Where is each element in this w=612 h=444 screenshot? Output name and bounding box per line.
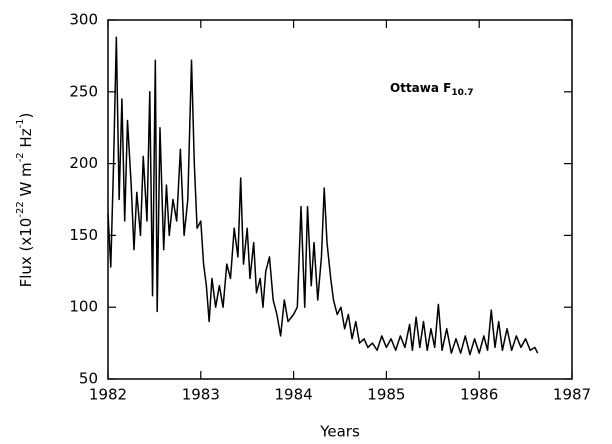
plot-frame bbox=[107, 19, 573, 380]
y-tick-label: 150 bbox=[69, 226, 98, 244]
x-tick-label: 1987 bbox=[553, 386, 591, 404]
y-axis-label: Flux (x10-22 W m-2 Hz-1) bbox=[15, 113, 35, 288]
x-tick-label: 1986 bbox=[460, 386, 498, 404]
y-axis-label-part: Hz bbox=[17, 128, 35, 152]
y-axis-label-part: -22 bbox=[15, 201, 26, 217]
x-axis-label: Years bbox=[319, 423, 360, 441]
x-tick-label: 1985 bbox=[367, 386, 405, 404]
y-axis-label-part: ) bbox=[17, 113, 35, 119]
y-tick-label: 300 bbox=[69, 11, 98, 29]
annotation: Ottawa F10.7 bbox=[390, 81, 474, 98]
y-axis-label-part: W m bbox=[17, 162, 35, 201]
y-axis-label-part: Flux (x10 bbox=[17, 218, 35, 288]
y-axis-label-part: -2 bbox=[15, 152, 26, 162]
y-axis-label-part: -1 bbox=[15, 118, 26, 128]
y-tick-label: 200 bbox=[69, 154, 98, 172]
y-tick-label: 100 bbox=[69, 298, 98, 316]
flux-line bbox=[107, 36, 539, 356]
y-tick-label: 50 bbox=[79, 370, 98, 388]
y-tick-label: 250 bbox=[69, 82, 98, 100]
x-tick-label: 1984 bbox=[275, 386, 313, 404]
x-tick-label: 1983 bbox=[182, 386, 220, 404]
x-tick-label: 1982 bbox=[89, 386, 127, 404]
